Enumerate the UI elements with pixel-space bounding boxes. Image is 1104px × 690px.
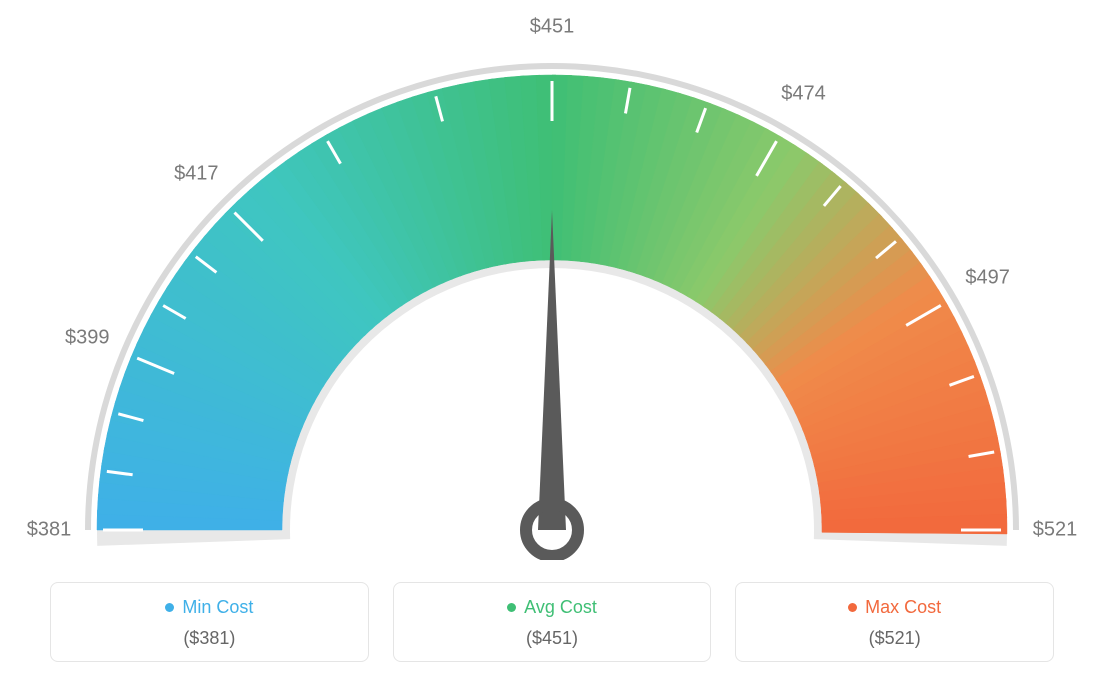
gauge-label: $451 bbox=[530, 16, 575, 39]
gauge-svg bbox=[0, 0, 1104, 560]
legend-card-max: Max Cost ($521) bbox=[735, 582, 1054, 662]
legend-card-avg: Avg Cost ($451) bbox=[393, 582, 712, 662]
gauge-label: $381 bbox=[27, 519, 72, 542]
legend-dot-min bbox=[165, 603, 174, 612]
legend-dot-max bbox=[848, 603, 857, 612]
legend-card-min: Min Cost ($381) bbox=[50, 582, 369, 662]
legend-dot-avg bbox=[507, 603, 516, 612]
legend-value-max: ($521) bbox=[746, 628, 1043, 649]
legend-row: Min Cost ($381) Avg Cost ($451) Max Cost… bbox=[50, 582, 1054, 662]
gauge-label: $399 bbox=[65, 326, 110, 349]
gauge-chart: $381 $399 $417 $451 $474 $497 $521 bbox=[0, 0, 1104, 560]
legend-top: Avg Cost bbox=[404, 597, 701, 618]
gauge-label: $417 bbox=[174, 163, 219, 186]
legend-value-min: ($381) bbox=[61, 628, 358, 649]
legend-label-avg: Avg Cost bbox=[524, 597, 597, 618]
gauge-label: $474 bbox=[781, 83, 826, 106]
legend-top: Min Cost bbox=[61, 597, 358, 618]
legend-top: Max Cost bbox=[746, 597, 1043, 618]
legend-label-max: Max Cost bbox=[865, 597, 941, 618]
legend-value-avg: ($451) bbox=[404, 628, 701, 649]
legend-label-min: Min Cost bbox=[182, 597, 253, 618]
gauge-label: $497 bbox=[965, 267, 1010, 290]
gauge-label: $521 bbox=[1033, 519, 1078, 542]
